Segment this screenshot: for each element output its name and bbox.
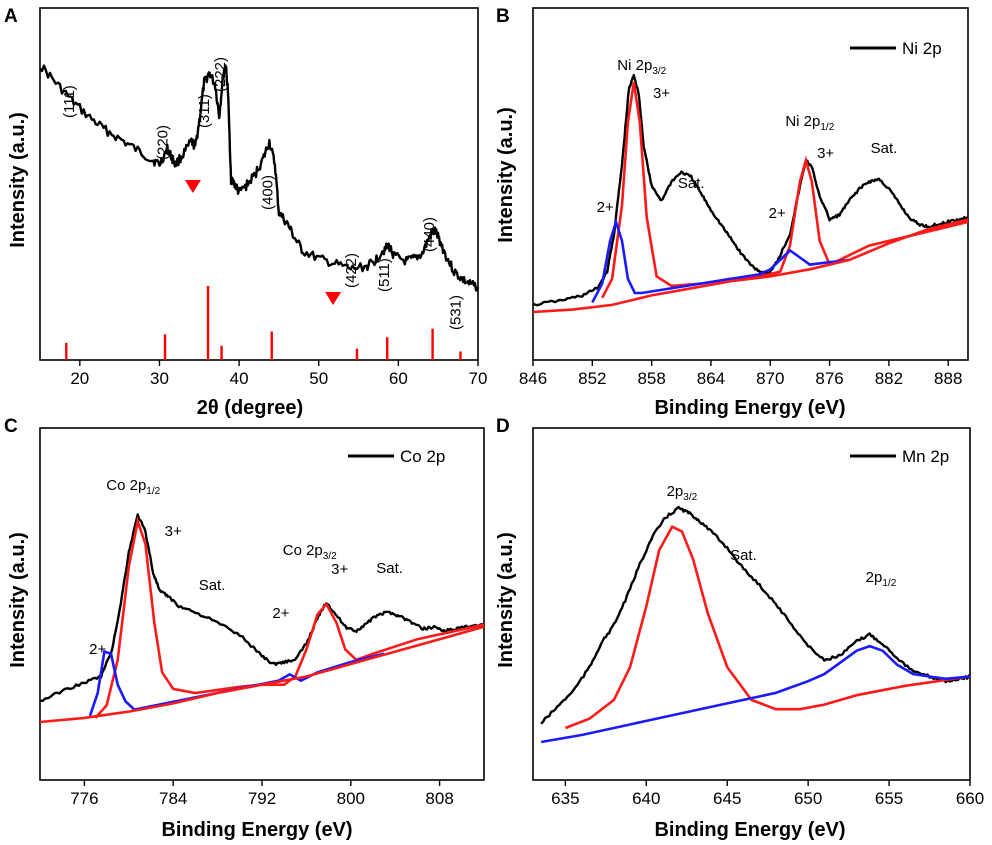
panel-d-xtick-label: 660 xyxy=(956,789,984,808)
panel-a-series-xrd-pattern xyxy=(39,64,480,292)
panel-c-series-co2-fit xyxy=(88,649,385,717)
panel-b-xlabel: Binding Energy (eV) xyxy=(654,397,845,419)
panel-c-xtick-label: 800 xyxy=(337,789,365,808)
peak-annotation: Ni 2p1/2 xyxy=(785,113,834,133)
panel-c-series-co-2p xyxy=(39,513,485,703)
panel-d-series-mn-2p1-2-fit xyxy=(540,644,971,744)
peak-annotation: 2p3/2 xyxy=(667,483,698,503)
panel-b-xtick-label: 858 xyxy=(637,369,665,388)
peak-annotation: Ni 2p3/2 xyxy=(617,57,666,77)
panel-a-xlabel: 2θ (degree) xyxy=(197,397,303,419)
panel-a-frame xyxy=(39,7,479,361)
peak-label: (222) xyxy=(212,57,229,92)
panel-a-xtick-label: 50 xyxy=(309,369,328,388)
panel-d-axes: 635 640 645 650 655 660 xyxy=(532,427,984,808)
panel-b-series-background xyxy=(532,218,969,314)
panel-d-frame xyxy=(532,427,971,781)
panel-label-a: A xyxy=(4,6,18,27)
panel-c-ylabel: Intensity (a.u.) xyxy=(7,532,29,668)
impurity-marker-icon xyxy=(184,180,201,193)
panel-a-ylabel: Intensity (a.u.) xyxy=(7,112,29,248)
legend-label-ni: Ni 2p xyxy=(902,39,942,58)
peak-label: (400) xyxy=(260,175,277,210)
panel-b-series-ni2-fit xyxy=(591,217,850,304)
panel-label-d: D xyxy=(496,416,510,437)
panel-a-xtick-label: 30 xyxy=(150,369,169,388)
panel-c-xtick-label: 776 xyxy=(70,789,98,808)
peak-label: (440) xyxy=(421,217,438,252)
panel-d-legend: Mn 2p xyxy=(850,447,949,466)
panel-a-xtick-label: 60 xyxy=(389,369,408,388)
panel-d-xtick-label: 645 xyxy=(713,789,741,808)
panel-c-xtick-label: 808 xyxy=(425,789,453,808)
panel-c-xtick-label: 792 xyxy=(248,789,276,808)
peak-label: (422) xyxy=(343,253,360,288)
panel-label-c: C xyxy=(4,416,18,437)
panel-c-axes: 776 784 792 800 808 xyxy=(39,427,485,808)
peak-annotation: Sat. xyxy=(678,175,705,192)
peak-label: (511) xyxy=(376,258,393,292)
peak-label: (531) xyxy=(447,295,464,330)
panel-c-series-background xyxy=(39,625,485,724)
panel-b-frame xyxy=(532,7,969,361)
panel-c-legend: Co 2p xyxy=(348,447,445,466)
peak-annotation: 2+ xyxy=(89,641,106,658)
peak-annotation: Sat. xyxy=(871,140,898,157)
panel-d-xtick-label: 650 xyxy=(794,789,822,808)
panel-a-axes: 20 30 40 50 60 70 xyxy=(39,7,488,388)
peak-annotation: 2+ xyxy=(769,205,786,222)
peak-annotation: Co 2p3/2 xyxy=(283,542,337,562)
panel-b-xtick-label: 888 xyxy=(934,369,962,388)
peak-label: (311) xyxy=(196,94,213,128)
panel-b-axes: 846 852 858 864 870 876 882 888 xyxy=(519,7,969,388)
panel-b-series-ni-2p xyxy=(532,73,969,307)
panel-b-xtick-label: 876 xyxy=(815,369,843,388)
panel-a-xtick-label: 20 xyxy=(70,369,89,388)
peak-annotation: 3+ xyxy=(165,523,182,540)
panel-b-xtick-label: 846 xyxy=(519,369,547,388)
panel-c-xlabel: Binding Energy (eV) xyxy=(161,819,352,841)
panel-b-xtick-label: 864 xyxy=(697,369,725,388)
panel-d-xtick-label: 655 xyxy=(875,789,903,808)
peak-annotation: Co 2p1/2 xyxy=(106,477,160,497)
peak-annotation: 2+ xyxy=(272,605,289,622)
panel-b-xtick-label: 870 xyxy=(756,369,784,388)
panel-a-xtick-label: 70 xyxy=(469,369,488,388)
panel-d-xtick-label: 640 xyxy=(632,789,660,808)
peak-annotation: 2+ xyxy=(597,199,614,216)
peak-annotation: 3+ xyxy=(817,145,834,162)
panel-b-series-ni3-2p3-2-fit xyxy=(601,81,969,299)
peak-annotation: 3+ xyxy=(653,85,670,102)
panel-a-xtick-label: 40 xyxy=(230,369,249,388)
legend-label-co: Co 2p xyxy=(400,447,445,466)
panel-label-b: B xyxy=(496,6,510,27)
peak-annotation: Sat. xyxy=(199,577,226,594)
panel-a-plot: (111) (220) (311) (222) (400) (422) (511) (440)… xyxy=(39,57,480,360)
panel-b-ylabel: Intensity (a.u.) xyxy=(495,107,517,243)
panel-b-xtick-label: 882 xyxy=(875,369,903,388)
peak-annotation: Sat. xyxy=(376,560,403,577)
legend-label-mn: Mn 2p xyxy=(902,447,949,466)
panel-c-plot: Co 2p1/23+Sat.2+Co 2p3/23+ Sat.2+ xyxy=(39,477,485,724)
peak-label: (111) xyxy=(61,85,78,118)
peak-annotation: 2p1/2 xyxy=(866,569,897,589)
peak-label: (220) xyxy=(154,125,171,160)
peak-annotation: Sat. xyxy=(730,547,757,564)
panel-d-ylabel: Intensity (a.u.) xyxy=(495,532,517,668)
peak-annotation: 3+ xyxy=(331,561,348,578)
panel-d-series-mn-2p3-2-fit xyxy=(564,524,971,730)
panel-d-xlabel: Binding Energy (eV) xyxy=(654,819,845,841)
panel-b-xtick-label: 852 xyxy=(578,369,606,388)
impurity-marker-icon xyxy=(325,292,342,305)
panel-b-legend: Ni 2p xyxy=(850,39,942,58)
panel-c-xtick-label: 784 xyxy=(159,789,187,808)
panel-d-series-mn-2p xyxy=(540,505,971,725)
panel-d-plot: 2p3/2 Sat. 2p1/2 xyxy=(540,483,971,744)
panel-b-plot: Ni 2p3/2 3+ Sat. 2+ Ni 2p1/2 3+ Sat. 2+ xyxy=(532,57,969,314)
panel-d-xtick-label: 635 xyxy=(551,789,579,808)
